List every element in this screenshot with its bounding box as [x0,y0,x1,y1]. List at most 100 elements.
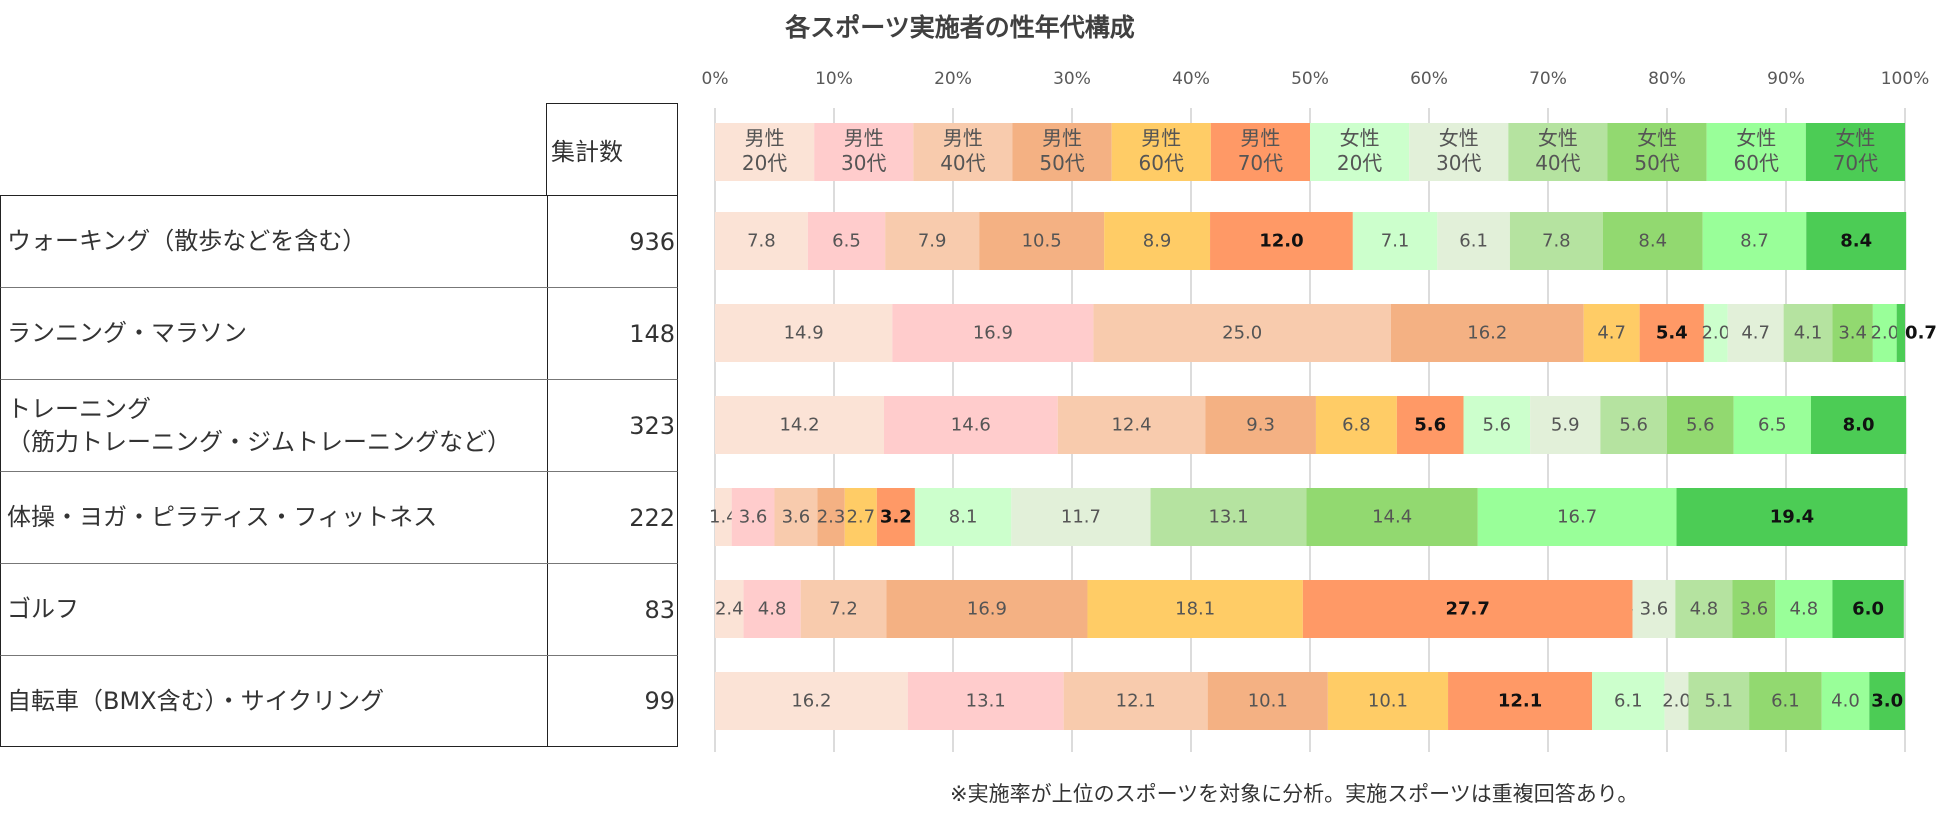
bar-segment [1437,212,1510,270]
bar-segment [1011,488,1151,546]
row-label-line: 体操・ヨガ・ピラティス・フィットネス [7,503,438,532]
data-label: 7.8 [1542,231,1571,252]
table-row: ゴルフ 83 [0,563,678,655]
legend-label: 男性 [1240,126,1280,150]
bar-segment [892,304,1094,362]
x-tick-label: 10% [815,69,853,89]
bar-segment [1104,212,1211,270]
legend-swatch [1706,123,1806,181]
data-label: 5.4 [1656,323,1688,344]
legend-label: 20代 [1337,151,1382,175]
legend-label: 20代 [742,151,787,175]
bar-segment [1530,396,1601,454]
row-label: 自転車（BMX含む）・サイクリング [7,656,537,746]
bar-segment [1632,580,1676,638]
bar-segment [1057,396,1206,454]
data-label: 16.7 [1557,507,1597,528]
bar-segment [914,488,1012,546]
data-label: 5.1 [1704,691,1733,712]
bar-segment [1667,396,1734,454]
data-label: 8.1 [949,507,978,528]
legend-label: 40代 [1535,151,1580,175]
bar-segment [1205,396,1316,454]
legend-label: 女性 [1340,126,1380,150]
legend-label: 女性 [1736,126,1776,150]
bar-segment [774,488,818,546]
data-label: 3.6 [782,507,811,528]
data-label: 7.8 [747,231,776,252]
legend-label: 70代 [1238,151,1283,175]
bar-segment [1150,488,1307,546]
data-label: 3.6 [739,507,768,528]
data-label: 10.1 [1368,691,1408,712]
x-tick-label: 50% [1291,69,1329,89]
data-label: 2.0 [1870,323,1899,344]
data-label: 2.7 [846,507,875,528]
legend-label: 50代 [1039,151,1084,175]
legend-label: 30代 [1436,151,1481,175]
row-label-line: ウォーキング（散歩などを含む） [7,227,367,256]
bar-segment [715,580,744,638]
bar-segment [1775,580,1833,638]
row-label-line: ゴルフ [7,595,79,624]
x-tick-label: 40% [1172,69,1210,89]
x-tick-label: 30% [1053,69,1091,89]
x-tick-label: 70% [1529,69,1567,89]
bar-segment [1087,580,1303,638]
bar-segment [1783,304,1833,362]
row-count: 323 [547,380,679,471]
bar-segment [1093,304,1391,362]
bar-segment [1702,212,1807,270]
data-label: 14.6 [951,415,991,436]
data-label: 4.8 [1790,599,1819,620]
data-label: 0.7 [1905,323,1937,344]
data-label: 8.4 [1638,231,1667,252]
data-label: 6.5 [832,231,861,252]
data-label: 3.4 [1838,323,1867,344]
bar-segment [1602,212,1703,270]
legend-label: 男性 [844,126,884,150]
bar-segment [1463,396,1531,454]
bar-segment [1063,672,1208,730]
bar-segment [807,212,886,270]
data-label: 3.0 [1871,691,1903,712]
data-label: 4.8 [1690,599,1719,620]
x-tick-label: 80% [1648,69,1686,89]
data-label: 3.6 [1740,599,1769,620]
data-label: 4.0 [1831,691,1860,712]
legend-swatch [1409,123,1509,181]
data-label: 5.6 [1686,415,1715,436]
bar-segment [1207,672,1328,730]
bar-segment [1896,304,1905,362]
legend-label: 女性 [1637,126,1677,150]
bar-segment [1639,304,1704,362]
x-tick-label: 60% [1410,69,1448,89]
legend-swatch [1012,123,1112,181]
bar-segment [1749,672,1822,730]
data-label: 1.4 [709,507,738,528]
legend-swatch [1310,123,1410,181]
legend-swatch [1111,123,1211,181]
legend-label: 女性 [1538,126,1578,150]
data-label: 2.3 [817,507,846,528]
bar-segment [1448,672,1593,730]
data-label: 10.5 [1022,231,1062,252]
bar-segment [1390,304,1584,362]
legend-label: 女性 [1835,126,1875,150]
data-label: 12.1 [1116,691,1156,712]
row-label-line: 自転車（BMX含む）・サイクリング [7,686,385,715]
bar-segment [876,488,915,546]
data-label: 8.0 [1843,415,1875,436]
bar-segment [1509,212,1603,270]
legend-label: 60代 [1139,151,1184,175]
data-label: 6.1 [1771,691,1800,712]
legend-label: 60代 [1734,151,1779,175]
bar-segment [817,488,845,546]
bar-segment [1676,488,1908,546]
bar-segment [1396,396,1464,454]
data-label: 13.1 [1208,507,1248,528]
row-label: ゴルフ [7,564,537,655]
stacked-bar-chart: 0% 10% 20% 30% 40% 50% 60% 70% 80% 90% 100%男性20代男性… [702,69,1937,752]
data-label: 4.7 [1741,323,1770,344]
footnote: ※実施率が上位のスポーツを対象に分析。実施スポーツは重複回答あり。 [950,782,1639,806]
